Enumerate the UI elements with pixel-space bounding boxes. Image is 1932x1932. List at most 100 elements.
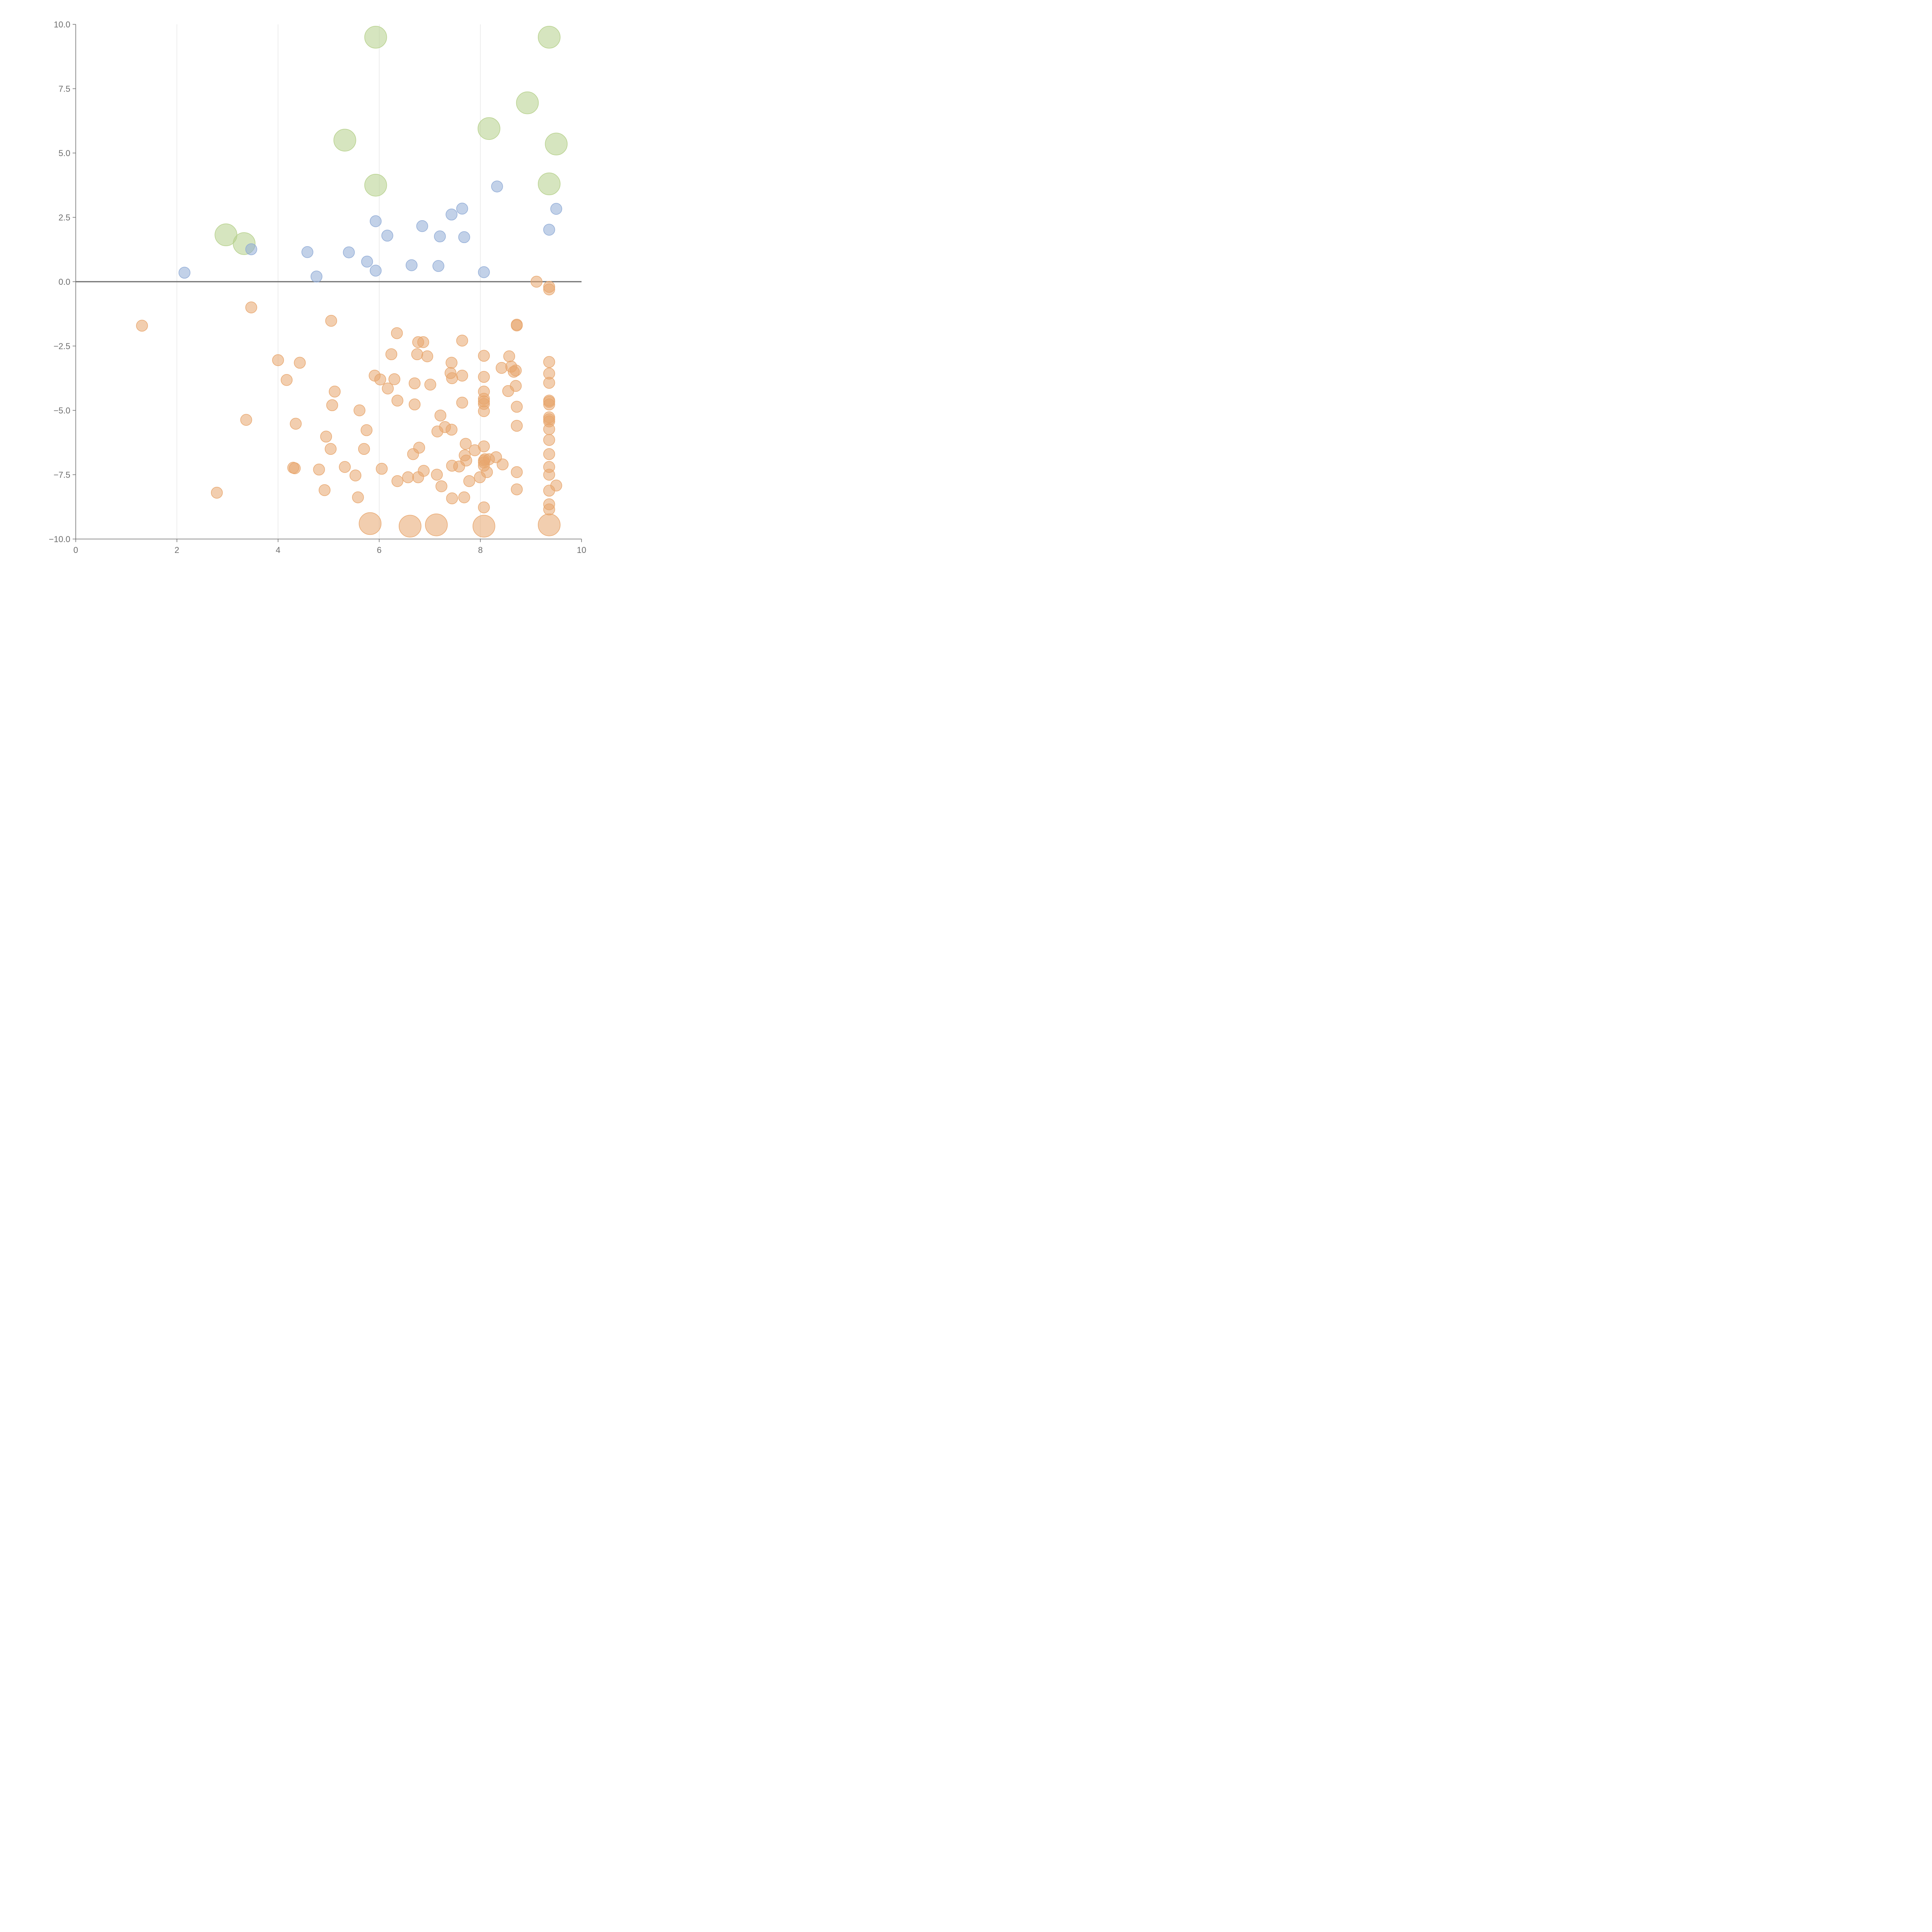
x-tick-label: 0 (73, 545, 78, 555)
data-point (413, 442, 425, 454)
data-point (326, 399, 338, 411)
data-point (531, 276, 543, 288)
data-point (460, 454, 472, 467)
data-points (136, 26, 568, 537)
data-point (543, 434, 555, 446)
data-point (343, 246, 355, 259)
data-point (478, 350, 490, 362)
data-point (333, 129, 356, 151)
data-point (313, 463, 325, 476)
data-point (550, 203, 562, 215)
data-point (364, 174, 387, 197)
data-point (136, 320, 148, 332)
data-point (543, 398, 555, 410)
data-point (478, 371, 490, 383)
y-tick-label: 2.5 (58, 213, 70, 223)
data-point (511, 318, 523, 331)
data-point (511, 401, 523, 413)
data-point (545, 133, 568, 155)
data-point (434, 410, 447, 422)
data-point (320, 430, 332, 443)
data-point (431, 469, 443, 481)
data-point (361, 424, 372, 436)
data-point (503, 350, 515, 362)
data-point (398, 515, 422, 537)
x-tick-label: 6 (377, 545, 381, 555)
data-point (352, 491, 364, 503)
x-tick-label: 4 (276, 545, 280, 555)
y-tick-label: 10.0 (54, 20, 70, 29)
data-point (369, 265, 382, 277)
data-point (408, 398, 421, 410)
scatter-chart: 0 2 4 6 8 10 10.0 7.5 5.0 2.5 0.0 −2.5 −5.0 −7.5 −10.0 (49, 20, 586, 555)
data-point (281, 374, 293, 386)
data-point (388, 373, 400, 385)
data-point (491, 180, 503, 192)
data-point (543, 283, 555, 296)
data-point (272, 354, 284, 366)
data-point (289, 462, 301, 474)
data-point (374, 373, 386, 386)
data-point (511, 483, 523, 495)
data-point (478, 117, 500, 140)
data-point (325, 443, 337, 455)
data-point (458, 231, 470, 243)
data-point (211, 486, 223, 499)
data-point (424, 379, 436, 391)
data-point (481, 466, 493, 478)
data-point (417, 336, 429, 348)
data-point (473, 515, 495, 537)
x-tick-label: 8 (478, 545, 483, 555)
data-point (543, 469, 555, 481)
data-point (537, 514, 561, 536)
data-point (543, 377, 555, 389)
y-tick-label: 7.5 (58, 84, 70, 94)
data-point (435, 480, 447, 492)
data-point (458, 491, 470, 503)
data-point (537, 172, 561, 196)
data-point (411, 348, 423, 361)
x-tick-label: 2 (175, 545, 179, 555)
data-point (391, 327, 403, 339)
data-point (339, 461, 351, 473)
data-point (478, 266, 490, 278)
data-point (456, 202, 468, 215)
data-point (463, 475, 475, 487)
y-tick-label: −7.5 (54, 470, 70, 480)
data-point (511, 466, 523, 478)
data-point (446, 423, 457, 436)
data-point (511, 420, 523, 432)
y-tick-label: 5.0 (58, 148, 70, 158)
data-point (543, 224, 555, 236)
data-point (510, 380, 522, 392)
data-point (459, 438, 472, 450)
data-point (543, 503, 555, 515)
data-point (456, 335, 468, 347)
data-point (382, 383, 394, 395)
data-point (478, 501, 490, 514)
data-point (349, 469, 362, 481)
data-point (456, 396, 468, 409)
data-point (425, 514, 448, 536)
data-point (478, 405, 490, 417)
data-point (446, 357, 457, 369)
data-point (402, 471, 414, 483)
data-point (446, 492, 458, 505)
data-point (310, 270, 323, 282)
data-point (364, 26, 387, 49)
data-point (456, 369, 468, 382)
data-point (290, 418, 302, 430)
data-point (318, 484, 331, 496)
data-point (418, 465, 430, 477)
data-point (301, 246, 313, 258)
data-point (354, 404, 366, 417)
data-point (405, 259, 418, 271)
data-point (328, 386, 341, 398)
data-point (245, 243, 257, 255)
data-point (416, 220, 428, 232)
data-point (537, 26, 561, 49)
data-point (434, 230, 446, 243)
data-point (478, 440, 490, 452)
data-point (358, 443, 370, 455)
data-point (359, 512, 382, 535)
